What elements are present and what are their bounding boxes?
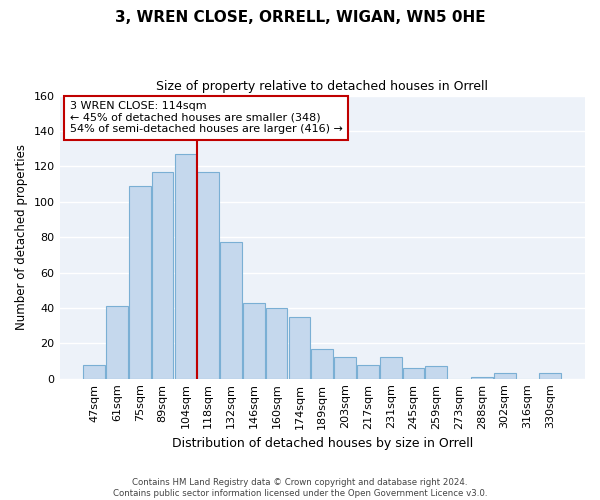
Bar	[539, 374, 561, 378]
Bar	[403, 368, 424, 378]
Bar	[289, 316, 310, 378]
Bar	[311, 348, 333, 378]
Bar	[197, 172, 219, 378]
Bar	[357, 364, 379, 378]
Bar	[494, 374, 515, 378]
Text: 3 WREN CLOSE: 114sqm
← 45% of detached houses are smaller (348)
54% of semi-deta: 3 WREN CLOSE: 114sqm ← 45% of detached h…	[70, 101, 343, 134]
Bar	[175, 154, 196, 378]
Bar	[471, 377, 493, 378]
Bar	[266, 308, 287, 378]
Text: 3, WREN CLOSE, ORRELL, WIGAN, WN5 0HE: 3, WREN CLOSE, ORRELL, WIGAN, WN5 0HE	[115, 10, 485, 25]
Text: Contains HM Land Registry data © Crown copyright and database right 2024.
Contai: Contains HM Land Registry data © Crown c…	[113, 478, 487, 498]
Bar	[129, 186, 151, 378]
Bar	[83, 364, 105, 378]
Bar	[220, 242, 242, 378]
Bar	[380, 358, 401, 378]
Bar	[334, 358, 356, 378]
Bar	[106, 306, 128, 378]
Title: Size of property relative to detached houses in Orrell: Size of property relative to detached ho…	[156, 80, 488, 93]
Y-axis label: Number of detached properties: Number of detached properties	[15, 144, 28, 330]
Bar	[152, 172, 173, 378]
X-axis label: Distribution of detached houses by size in Orrell: Distribution of detached houses by size …	[172, 437, 473, 450]
Bar	[425, 366, 447, 378]
Bar	[243, 302, 265, 378]
